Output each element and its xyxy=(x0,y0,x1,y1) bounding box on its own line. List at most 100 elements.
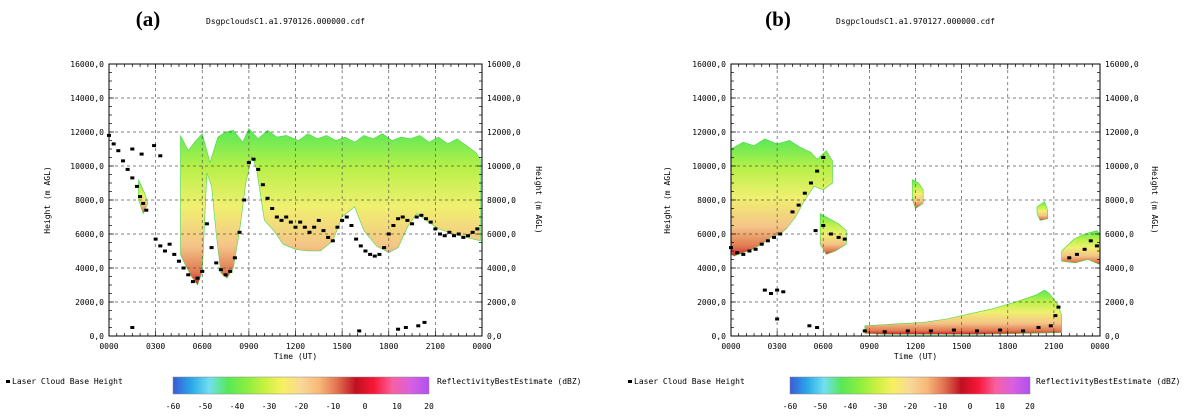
panel-b-laser-point xyxy=(772,235,777,239)
panel-a-laser-point xyxy=(438,232,443,236)
panel-a-xlabel: Time (UT) xyxy=(274,352,317,361)
panel-a-cloud-region-1 xyxy=(180,128,481,286)
panel-b-colorbar-tick-label: -10 xyxy=(933,402,948,411)
panel-a-laser-point xyxy=(466,234,471,238)
panel-a-xtick-label: 1800 xyxy=(379,342,398,351)
panel-a-laser-point xyxy=(452,234,457,238)
panel-a-colorbar-tick-label: -20 xyxy=(294,402,309,411)
panel-a-laser-point xyxy=(130,326,135,329)
panel-a-laser-point xyxy=(349,224,354,227)
panel-b-ytick-label-right: 8000,0 xyxy=(1105,196,1134,205)
panel-a-ytick-label: 0,0 xyxy=(90,332,105,341)
panel-a-ytick-label: 8000,0 xyxy=(75,196,104,205)
panel-a-laser-point xyxy=(242,198,247,202)
panel-a-xtick-label: 0000 xyxy=(99,342,118,351)
panel-a-ytick-label: 16000,0 xyxy=(70,60,104,69)
panel-a-laser-point xyxy=(461,235,466,239)
panel-a-laser-point xyxy=(153,237,158,241)
panel-a-ytick-label-right: 10000,0 xyxy=(487,162,521,171)
panel-b-ytick-label: 12000,0 xyxy=(692,128,726,137)
panel-b: (b) DsgpcloudsC1.a1.970127.000000.cdf 0000… xyxy=(592,0,1184,417)
panel-a-ytick-label-right: 6000,0 xyxy=(487,230,516,239)
panel-a-ylabel: Height (m AGL) xyxy=(43,166,52,233)
panel-b-xtick-label: 0000 xyxy=(721,342,740,351)
panel-a-colorbar-tick-label: 20 xyxy=(424,402,434,411)
panel-a-laser-point xyxy=(246,161,251,165)
panel-a-y2label: Height (m AGL) xyxy=(534,166,543,233)
panel-a-laser-point xyxy=(335,225,340,229)
panel-a-laser-point xyxy=(447,230,452,234)
panel-a-laser-point xyxy=(396,327,401,331)
panel-b-laser-point xyxy=(951,328,956,332)
panel-a-laser-point xyxy=(312,225,317,229)
panel-b-ytick-label: 6000,0 xyxy=(697,230,726,239)
panel-a-colorbar xyxy=(172,376,430,395)
panel-b-ytick-label: 4000,0 xyxy=(697,264,726,273)
panel-a-laser-point xyxy=(391,224,396,227)
panel-b-ytick-label: 16000,0 xyxy=(692,60,726,69)
panel-a-laser-point xyxy=(357,329,362,333)
panel-b-laser-point xyxy=(1048,324,1053,328)
panel-a-laser-point xyxy=(405,218,410,222)
panel-b-colorbar-tick-label: -50 xyxy=(813,402,828,411)
panel-a-laser-point xyxy=(330,239,335,243)
panel-b-colorbar-tick-label: 0 xyxy=(968,402,973,411)
panel-b-colorbar-tick-label: 20 xyxy=(1025,402,1035,411)
panel-a-laser-point xyxy=(138,195,143,199)
panel-b-xtick-label: 0000 xyxy=(1090,342,1109,351)
panel-a-legend-laser-label: Laser Cloud Base Height xyxy=(12,377,123,386)
panel-b-laser-point xyxy=(928,329,933,333)
panel-b-xtick-label: 1800 xyxy=(998,342,1017,351)
panel-a-laser-point xyxy=(158,154,163,158)
panel-a-colorbar-tick-label: -60 xyxy=(166,402,181,411)
panel-a-laser-point xyxy=(400,215,405,219)
panel-a-laser-point xyxy=(284,215,289,219)
panel-a-laser-point xyxy=(144,208,149,212)
panel-a-laser-point xyxy=(354,237,359,241)
panel-a-ytick-label: 10000,0 xyxy=(70,162,104,171)
panel-b-laser-point xyxy=(753,247,758,251)
panel-a-laser-point xyxy=(172,252,177,256)
panel-a-xtick-label: 0900 xyxy=(239,342,258,351)
panel-a-laser-point xyxy=(403,326,408,329)
panel-a-laser-point xyxy=(419,213,424,217)
panel-a-laser-point xyxy=(410,222,415,226)
panel-a-legend-laser-marker xyxy=(6,380,10,383)
panel-b-xtick-label: 0600 xyxy=(814,342,833,351)
panel-a-laser-point xyxy=(111,142,116,146)
panel-a-laser-point xyxy=(386,232,391,236)
panel-a-laser-point xyxy=(214,261,219,265)
panel-a-laser-point xyxy=(424,217,429,221)
panel-b-colorbar-tick-label: 10 xyxy=(995,402,1005,411)
panel-b-laser-point xyxy=(1056,305,1061,309)
panel-a-ytick-label-right: 8000,0 xyxy=(487,196,516,205)
panel-a-laser-point xyxy=(298,220,303,224)
panel-b-laser-point xyxy=(836,235,841,239)
panel-b-xtick-label: 0300 xyxy=(767,342,786,351)
panel-b-laser-point xyxy=(747,249,752,253)
chart-b-svg: (b) DsgpcloudsC1.a1.970127.000000.cdf0000… xyxy=(628,7,1181,411)
panel-a-laser-point xyxy=(302,225,307,229)
panel-a-laser-point xyxy=(363,249,368,253)
panel-a-ytick-label-right: 16000,0 xyxy=(487,60,521,69)
panel-b-laser-point xyxy=(796,203,801,207)
panel-a-laser-point xyxy=(265,196,270,200)
panel-a-xtick-label: 2100 xyxy=(426,342,445,351)
panel-b-laser-point xyxy=(1094,244,1099,248)
panel-a-laser-point xyxy=(204,222,209,226)
panel-a-laser-point xyxy=(270,207,275,210)
panel-b-xtick-label: 1200 xyxy=(906,342,925,351)
panel-a-laser-point xyxy=(134,184,139,188)
panel-a-ytick-label-right: 0,0 xyxy=(487,332,502,341)
panel-b-ytick-label: 2000,0 xyxy=(697,298,726,307)
panel-b-y2label: Height (m AGL) xyxy=(1150,166,1159,233)
panel-b-laser-point xyxy=(762,288,767,292)
panel-a-laser-point xyxy=(442,234,447,238)
panel-a-laser-point xyxy=(260,183,265,187)
panel-a-laser-point xyxy=(377,252,382,256)
panel-b-laser-point xyxy=(1088,239,1093,243)
panel-a: (a) DsgpcloudsC1.a1.970126.000000.cdf 0000… xyxy=(6,7,582,411)
panel-b-laser-point xyxy=(781,290,786,294)
panel-a-laser-point xyxy=(396,217,401,221)
panel-b-laser-point xyxy=(778,232,783,236)
